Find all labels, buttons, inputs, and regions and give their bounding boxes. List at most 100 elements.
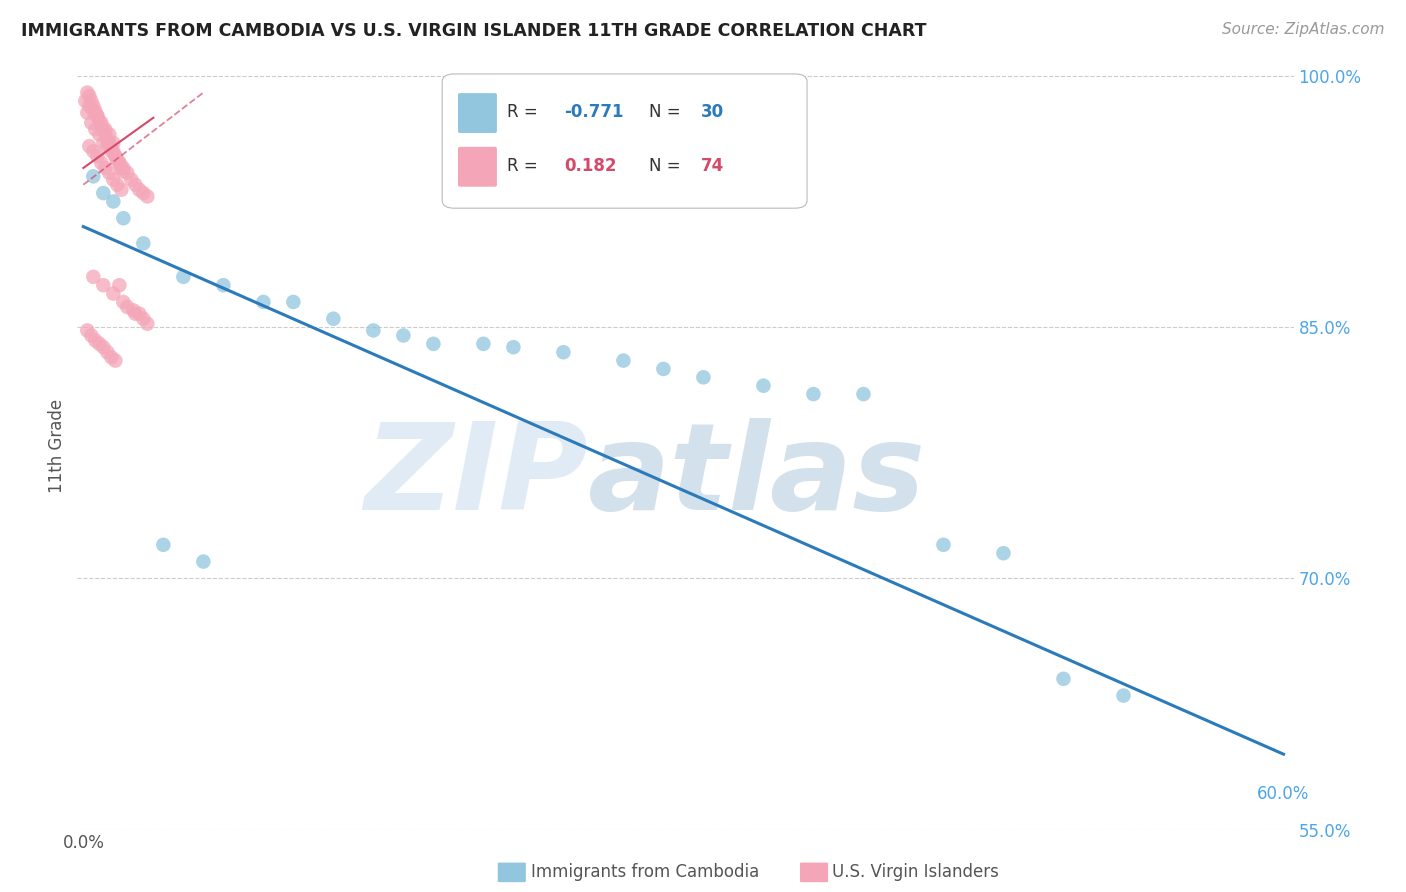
Point — [124, 307, 146, 321]
Point — [91, 340, 114, 354]
Point — [104, 353, 127, 368]
Point — [117, 166, 139, 180]
Point — [100, 145, 122, 159]
Point — [80, 94, 103, 108]
Text: IMMIGRANTS FROM CAMBODIA VS U.S. VIRGIN ISLANDER 11TH GRADE CORRELATION CHART: IMMIGRANTS FROM CAMBODIA VS U.S. VIRGIN … — [21, 22, 927, 40]
Point — [80, 116, 103, 130]
Point — [112, 164, 135, 178]
Point — [193, 555, 215, 569]
FancyBboxPatch shape — [458, 147, 496, 186]
Point — [132, 236, 155, 251]
Point — [94, 161, 117, 175]
Text: R =: R = — [506, 103, 543, 121]
Point — [803, 387, 825, 401]
Point — [363, 323, 385, 337]
Point — [852, 387, 875, 401]
Text: atlas: atlas — [588, 418, 927, 535]
Point — [136, 189, 159, 203]
Point — [89, 128, 111, 142]
Point — [82, 99, 104, 113]
Point — [94, 122, 117, 136]
Point — [105, 153, 128, 167]
Point — [1112, 689, 1135, 703]
Point — [91, 278, 114, 293]
Point — [422, 336, 444, 351]
Point — [692, 370, 714, 384]
FancyBboxPatch shape — [441, 74, 807, 208]
Point — [86, 149, 108, 163]
Point — [283, 295, 305, 310]
Point — [104, 149, 127, 163]
Point — [1052, 672, 1074, 686]
Point — [79, 139, 101, 153]
Point — [89, 114, 111, 128]
Text: ZIP: ZIP — [364, 418, 588, 535]
Point — [108, 278, 131, 293]
FancyBboxPatch shape — [458, 93, 496, 133]
Point — [502, 340, 524, 354]
Point — [322, 311, 344, 326]
Point — [132, 186, 155, 200]
Point — [132, 311, 155, 326]
Text: 30: 30 — [702, 103, 724, 121]
Point — [96, 345, 118, 359]
Point — [117, 300, 139, 314]
Point — [86, 109, 108, 123]
Point — [112, 295, 135, 310]
Text: Source: ZipAtlas.com: Source: ZipAtlas.com — [1222, 22, 1385, 37]
Point — [80, 328, 103, 343]
Point — [993, 546, 1015, 560]
Point — [103, 136, 125, 150]
Point — [108, 156, 131, 170]
Point — [105, 178, 128, 192]
Point — [79, 99, 101, 113]
Point — [103, 194, 125, 209]
Point — [932, 538, 955, 552]
Text: N =: N = — [650, 157, 686, 175]
Point — [82, 269, 104, 284]
Point — [112, 161, 135, 175]
Text: N =: N = — [650, 103, 686, 121]
Text: 0.182: 0.182 — [564, 157, 616, 175]
Point — [112, 211, 135, 226]
Point — [472, 336, 495, 351]
Point — [108, 156, 131, 170]
Text: 74: 74 — [702, 157, 724, 175]
Point — [90, 156, 112, 170]
Text: Immigrants from Cambodia: Immigrants from Cambodia — [531, 863, 759, 881]
Point — [103, 172, 125, 186]
Point — [103, 145, 125, 159]
Point — [91, 186, 114, 200]
Point — [98, 166, 121, 180]
Point — [128, 307, 150, 321]
Point — [90, 119, 112, 133]
Point — [172, 269, 194, 284]
Point — [752, 378, 775, 392]
Point — [104, 149, 127, 163]
Point — [100, 350, 122, 364]
Point — [212, 278, 235, 293]
Point — [91, 136, 114, 150]
Point — [89, 336, 111, 351]
Point — [82, 169, 104, 184]
Point — [612, 353, 634, 368]
Point — [86, 109, 108, 123]
Text: U.S. Virgin Islanders: U.S. Virgin Islanders — [832, 863, 1000, 881]
Point — [392, 328, 415, 343]
Point — [120, 172, 142, 186]
Point — [652, 362, 675, 376]
Point — [76, 323, 98, 337]
Point — [98, 128, 121, 142]
Point — [75, 94, 97, 108]
Point — [110, 183, 132, 197]
Point — [82, 145, 104, 159]
Point — [100, 141, 122, 155]
Point — [84, 122, 107, 136]
Point — [103, 286, 125, 301]
Point — [84, 334, 107, 348]
Point — [124, 178, 146, 192]
Point — [136, 317, 159, 331]
Point — [96, 132, 118, 146]
Y-axis label: 11th Grade: 11th Grade — [48, 399, 66, 493]
Point — [98, 136, 121, 150]
